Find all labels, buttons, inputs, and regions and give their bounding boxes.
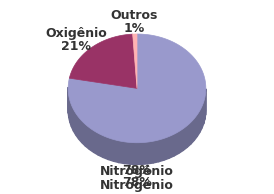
Polygon shape bbox=[183, 126, 187, 151]
Polygon shape bbox=[194, 115, 197, 140]
Polygon shape bbox=[89, 128, 94, 152]
Polygon shape bbox=[133, 34, 137, 88]
Polygon shape bbox=[119, 141, 125, 164]
Polygon shape bbox=[130, 142, 136, 165]
Polygon shape bbox=[197, 111, 200, 136]
Polygon shape bbox=[153, 140, 158, 163]
Polygon shape bbox=[76, 113, 79, 139]
Text: Outros: Outros bbox=[111, 10, 158, 23]
Polygon shape bbox=[70, 101, 72, 127]
Polygon shape bbox=[187, 122, 191, 147]
Polygon shape bbox=[79, 117, 82, 143]
Polygon shape bbox=[98, 133, 103, 158]
Text: 21%: 21% bbox=[61, 40, 91, 53]
Polygon shape bbox=[68, 92, 69, 118]
Polygon shape bbox=[82, 121, 85, 146]
Text: Oxigênio: Oxigênio bbox=[45, 28, 107, 41]
Polygon shape bbox=[85, 124, 89, 149]
Polygon shape bbox=[174, 132, 179, 156]
Text: Nitrogênio: Nitrogênio bbox=[100, 165, 174, 178]
Polygon shape bbox=[103, 136, 108, 159]
Polygon shape bbox=[204, 98, 205, 124]
Polygon shape bbox=[142, 142, 147, 164]
Polygon shape bbox=[202, 102, 204, 128]
Polygon shape bbox=[164, 137, 169, 160]
Polygon shape bbox=[158, 139, 164, 162]
Polygon shape bbox=[179, 129, 183, 153]
Polygon shape bbox=[108, 138, 113, 161]
Polygon shape bbox=[147, 141, 153, 164]
Polygon shape bbox=[191, 119, 194, 144]
Polygon shape bbox=[94, 131, 98, 155]
Polygon shape bbox=[113, 139, 119, 163]
Polygon shape bbox=[69, 34, 137, 88]
Polygon shape bbox=[72, 105, 73, 131]
Polygon shape bbox=[200, 107, 202, 133]
Polygon shape bbox=[125, 142, 130, 164]
Text: 1%: 1% bbox=[124, 22, 145, 35]
Polygon shape bbox=[73, 109, 76, 135]
Polygon shape bbox=[136, 143, 142, 165]
Polygon shape bbox=[169, 134, 174, 158]
Text: Nitrogênio: Nitrogênio bbox=[100, 179, 174, 192]
Polygon shape bbox=[68, 34, 206, 143]
Polygon shape bbox=[205, 93, 206, 120]
Polygon shape bbox=[69, 96, 70, 122]
Text: 78%: 78% bbox=[122, 165, 152, 178]
Text: 78%: 78% bbox=[122, 176, 152, 189]
